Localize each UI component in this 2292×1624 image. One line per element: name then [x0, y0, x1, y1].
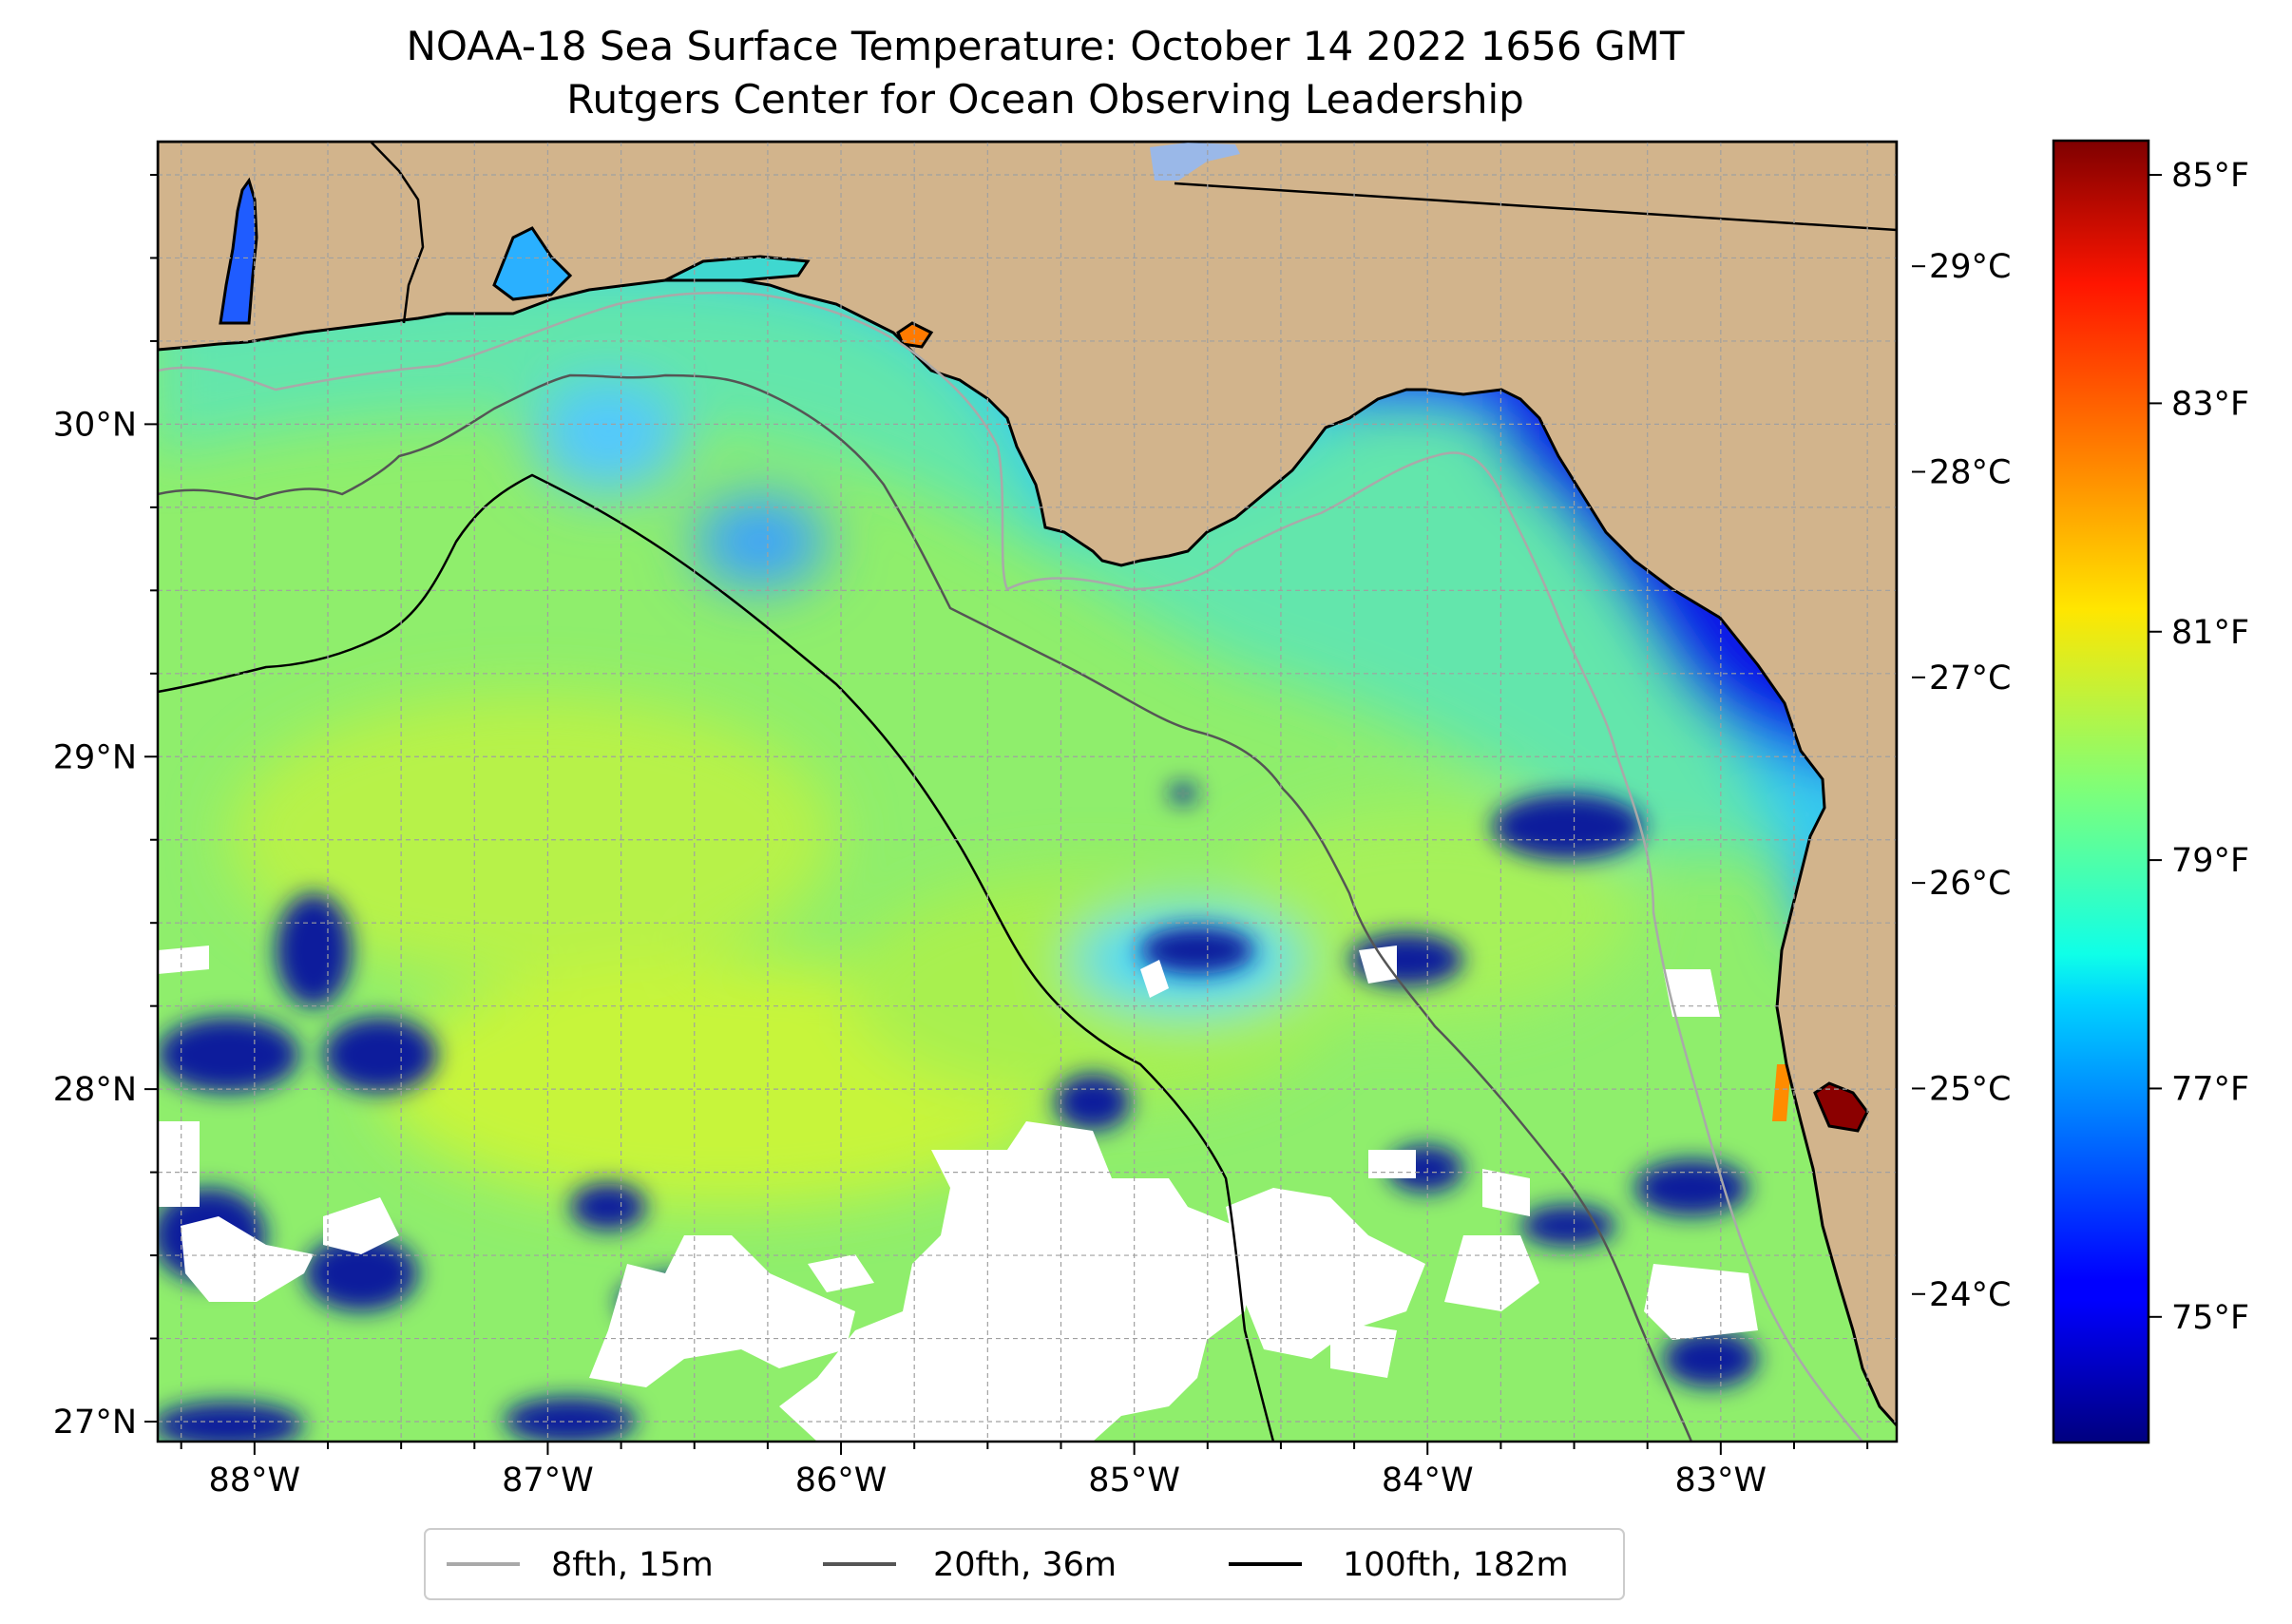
lon-tick-label: 88°W — [209, 1462, 301, 1500]
isobath-20fth — [158, 373, 1693, 1442]
land-mass — [158, 142, 1897, 1428]
chart-subtitle: Rutgers Center for Ocean Observing Leade… — [566, 76, 1524, 123]
colorbar-f-label: 83°F — [2171, 385, 2249, 423]
legend-box — [424, 1528, 1625, 1600]
map-area — [158, 142, 1897, 1442]
state-boundaries — [370, 142, 1897, 324]
lon-tick-label: 83°W — [1675, 1462, 1767, 1500]
lon-tick-label: 84°W — [1382, 1462, 1474, 1500]
axis-ticks: 88°W 87°W 86°W 85°W 84°W 83°W 30°N 29°N 28°N 27°N — [53, 173, 1869, 1500]
legend-label-20fth: 20fth, 36m — [933, 1546, 1117, 1584]
map-frame — [156, 140, 1899, 1443]
colorbar-f-label: 79°F — [2171, 842, 2249, 880]
isobath-100fth — [158, 473, 1275, 1442]
chart-title: NOAA-18 Sea Surface Temperature: October… — [406, 23, 1685, 69]
colorbar-c-label: 26°C — [1929, 865, 2011, 903]
colorbar-f-label: 75°F — [2171, 1299, 2249, 1337]
isobath-8fth — [158, 291, 1863, 1442]
colorbar-c-label: 27°C — [1929, 659, 2011, 697]
lat-tick-label: 30°N — [53, 406, 137, 444]
colorbar-c-label: 28°C — [1929, 454, 2011, 492]
choctawhatchee-bay — [664, 255, 811, 282]
lake — [1150, 143, 1240, 181]
lon-tick-label: 85°W — [1088, 1462, 1180, 1500]
no-data-regions — [158, 946, 1758, 1442]
lat-tick-label: 27°N — [53, 1404, 137, 1442]
lon-tick-label: 87°W — [502, 1462, 594, 1500]
colorbar-c-label: 24°C — [1929, 1276, 2011, 1314]
legend-label-100fth: 100fth, 182m — [1343, 1546, 1569, 1584]
colorbar-f-label: 85°F — [2171, 157, 2249, 195]
colorbar-ticks: 85°F 83°F 81°F 79°F 77°F 75°F 29°C 28°C 27°C 26°C… — [1912, 157, 2249, 1337]
mobile-bay — [219, 177, 258, 325]
colorbar-f-label: 81°F — [2171, 614, 2249, 652]
colorbar-f-label: 77°F — [2171, 1070, 2249, 1108]
lat-tick-label: 29°N — [53, 738, 137, 776]
colorbar-c-label: 29°C — [1929, 248, 2011, 286]
gridlines — [158, 142, 1897, 1442]
legend: 8fth, 15m 20fth, 36m 100fth, 182m — [424, 1528, 1625, 1600]
pensacola-bay — [492, 226, 573, 301]
legend-label-8fth: 8fth, 15m — [551, 1546, 714, 1584]
lat-tick-label: 28°N — [53, 1071, 137, 1109]
colorbar-c-label: 25°C — [1929, 1070, 2011, 1108]
colorbar — [2052, 139, 2150, 1444]
lon-tick-label: 86°W — [795, 1462, 888, 1500]
